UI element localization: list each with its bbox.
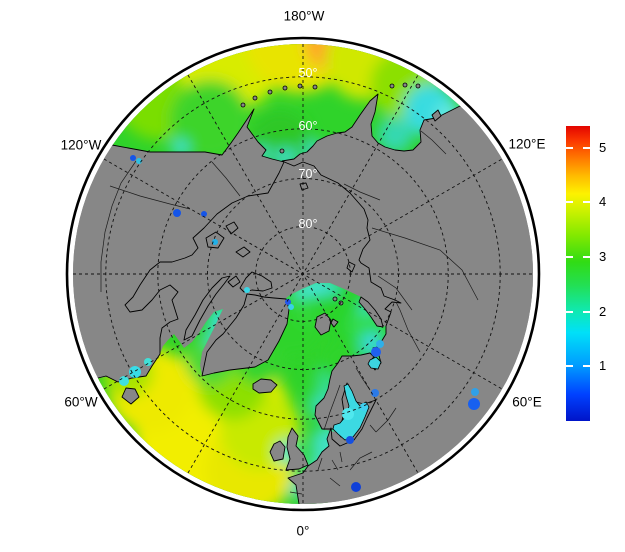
- latitude-label: 50°: [299, 66, 318, 80]
- latitude-label: 80°: [299, 217, 318, 231]
- field-blob: [377, 117, 413, 153]
- sea-speck: [288, 304, 294, 310]
- latitude-label: 70°: [299, 167, 318, 181]
- border-or-river-line: [369, 424, 377, 433]
- longitude-label: 120°W: [61, 138, 102, 153]
- border-or-river-line: [375, 407, 397, 433]
- colorbar-gradient: [566, 126, 590, 421]
- colorbar-tick-label: 1: [599, 358, 607, 374]
- border-or-river-line: [211, 161, 241, 197]
- border-or-river-line: [339, 451, 343, 463]
- sea-speck: [144, 358, 152, 366]
- land-wrangel-island: [299, 182, 309, 191]
- border-or-river-line: [343, 183, 381, 201]
- sea-speck: [201, 211, 207, 217]
- sea-speck: [371, 347, 381, 357]
- colorbar-tick-left: [566, 310, 573, 313]
- colorbar-tick-left: [566, 365, 573, 368]
- sea-speck: [130, 155, 136, 161]
- longitude-label: 60°E: [512, 395, 541, 410]
- border-or-river-line: [317, 457, 323, 471]
- land-novaya-zemlya: [358, 296, 384, 328]
- colorbar-tick-right: [583, 146, 590, 149]
- colorbar-tick-right: [583, 365, 590, 368]
- field-blob: [170, 80, 250, 160]
- colorbar-tick-label: 5: [599, 139, 607, 155]
- land-devon-island: [227, 275, 241, 288]
- sea-speck: [471, 388, 479, 396]
- land-newfoundland: [121, 387, 140, 405]
- small-island-dot: [415, 83, 421, 89]
- border-or-river-line: [355, 367, 371, 391]
- colorbar-tick-label: 4: [599, 194, 607, 210]
- latitude-label: 60°: [299, 119, 318, 133]
- border-or-river-line: [109, 185, 191, 210]
- sea-speck: [346, 436, 354, 444]
- field-blob: [323, 283, 339, 294]
- small-island-dot: [389, 83, 395, 89]
- colorbar-tick-label: 2: [599, 303, 607, 319]
- sea-speck: [173, 209, 181, 217]
- land-baffin-island: [183, 275, 231, 341]
- latitude-circle-60°: [157, 128, 449, 420]
- sea-speck: [342, 408, 354, 420]
- sea-speck: [351, 482, 361, 492]
- colorbar-tick-left: [566, 255, 573, 258]
- colorbar-tick-right: [583, 201, 590, 204]
- small-island-dot: [279, 148, 285, 154]
- colorbar-tick-right: [583, 255, 590, 258]
- sea-speck: [129, 366, 141, 378]
- sea-speck: [468, 398, 480, 410]
- field-blob: [306, 283, 326, 296]
- map-boundary-circle: [65, 36, 541, 512]
- small-island-dot: [282, 85, 288, 91]
- sea-speck: [371, 389, 379, 397]
- colorbar-tick-left: [566, 146, 573, 149]
- longitude-label: 60°W: [64, 395, 97, 410]
- land-sakhalin: [431, 109, 442, 122]
- sea-speck: [285, 299, 291, 305]
- small-island-dot: [267, 89, 273, 95]
- small-island-dot: [312, 84, 318, 90]
- land-ireland: [269, 440, 286, 462]
- colorbar-tick-right: [583, 310, 590, 313]
- land-iceland: [252, 378, 278, 394]
- border-or-river-line: [100, 160, 137, 292]
- land-svalbard: [314, 312, 332, 336]
- sea-speck: [376, 340, 384, 348]
- border-or-river-line: [323, 384, 341, 431]
- small-island-dot: [332, 296, 338, 302]
- longitude-label: 120°E: [509, 137, 546, 152]
- border-or-river-line: [371, 227, 479, 301]
- small-island-dot: [402, 82, 408, 88]
- sea-speck: [244, 287, 250, 293]
- small-island-dot: [252, 95, 258, 101]
- border-or-river-line: [377, 275, 413, 311]
- land-greenland: [201, 293, 290, 377]
- meridian-line: [187, 74, 419, 474]
- border-or-river-line: [395, 301, 421, 353]
- land-severnaya-zemlya: [346, 261, 356, 273]
- longitude-label: 0°: [297, 524, 310, 539]
- sea-speck: [136, 158, 142, 164]
- longitude-label: 180°W: [284, 9, 325, 24]
- small-island-dot: [240, 102, 246, 108]
- small-island-dot: [297, 83, 303, 89]
- border-or-river-line: [420, 130, 447, 155]
- sea-speck: [212, 239, 218, 245]
- border-or-river-line: [349, 451, 373, 471]
- border-or-river-line: [329, 477, 341, 487]
- land-great-britain: [285, 427, 309, 471]
- border-or-river-line: [331, 459, 339, 471]
- colorbar-tick-label: 3: [599, 248, 607, 264]
- land-melville-island: [235, 246, 251, 258]
- colorbar-tick-left: [566, 201, 573, 204]
- border-or-river-line: [289, 491, 303, 495]
- sea-speck: [119, 376, 129, 386]
